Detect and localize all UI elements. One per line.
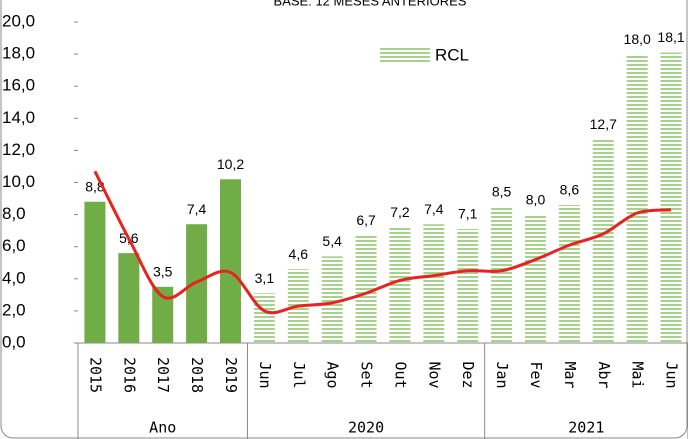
x-tick-label: Fev: [527, 361, 545, 388]
x-tick-label: Jan: [493, 361, 511, 388]
x-tick-label: 2015: [86, 357, 104, 393]
legend-swatch: [380, 47, 430, 63]
bar: [558, 204, 580, 343]
data-label: 18,1: [657, 29, 684, 45]
data-label: 7,4: [424, 201, 444, 217]
bar: [152, 286, 174, 343]
y-tick-label: 10,0: [2, 172, 35, 191]
data-label: 12,7: [590, 116, 617, 132]
y-tick-label: 4,0: [2, 268, 26, 287]
x-tick-label: 2019: [222, 357, 240, 393]
data-label: 6,7: [356, 212, 376, 228]
group-label: 2020: [348, 419, 384, 437]
data-label: 18,0: [624, 31, 651, 47]
bar: [491, 206, 513, 343]
group-label: 2021: [568, 419, 604, 437]
data-label: 3,5: [153, 264, 173, 280]
x-tick-label: Jul: [290, 361, 308, 388]
data-label: 7,2: [390, 204, 410, 220]
bar: [253, 293, 275, 343]
y-tick-label: 6,0: [2, 236, 26, 255]
chart-title: BASE: 12 MESES ANTERIORES: [274, 0, 467, 8]
x-tick-label: Set: [358, 361, 376, 388]
data-label: 7,1: [458, 206, 478, 222]
bar: [457, 229, 479, 343]
bar: [118, 253, 140, 343]
x-tick-label: 2018: [188, 357, 206, 393]
bar: [592, 139, 614, 343]
y-tick-label: 12,0: [2, 140, 35, 159]
bar: [423, 224, 445, 343]
data-label: 3,1: [255, 270, 275, 286]
x-tick-label: 2016: [120, 357, 138, 393]
bar: [84, 201, 106, 343]
x-tick-label: Ago: [324, 361, 342, 388]
bar: [626, 54, 648, 343]
data-label: 8,5: [492, 183, 512, 199]
y-tick-label: 2,0: [2, 300, 26, 319]
x-tick-label: Dez: [459, 361, 477, 388]
x-tick-label: 2017: [154, 357, 172, 393]
y-tick-label: 16,0: [2, 76, 35, 95]
data-label: 8,6: [560, 182, 580, 198]
data-label: 4,6: [289, 246, 309, 262]
x-tick-label: Mai: [629, 361, 647, 388]
group-label: Ano: [149, 419, 176, 437]
y-tick-label: 0,0: [2, 332, 26, 351]
bar: [389, 227, 411, 343]
x-tick-label: Mar: [561, 361, 579, 388]
line: [93, 170, 672, 315]
bar: [219, 179, 242, 343]
legend-label: RCL: [435, 45, 469, 64]
x-tick-label: Nov: [425, 361, 443, 388]
bar: [660, 52, 682, 344]
y-tick-label: 8,0: [2, 204, 26, 223]
bar: [355, 235, 377, 343]
data-label: 8,0: [526, 191, 546, 207]
x-tick-label: Out: [391, 361, 409, 388]
data-label: 5,4: [322, 233, 342, 249]
y-tick-label: 14,0: [2, 108, 35, 127]
data-label: 7,4: [187, 201, 207, 217]
bar: [321, 256, 343, 343]
x-tick-label: Jun: [663, 361, 681, 388]
data-label: 10,2: [217, 156, 244, 172]
y-tick-label: 18,0: [2, 44, 35, 63]
bar: [524, 214, 547, 343]
y-tick-label: 20,0: [2, 11, 35, 30]
x-tick-label: Jun: [256, 361, 274, 388]
x-tick-label: Abr: [595, 361, 613, 388]
